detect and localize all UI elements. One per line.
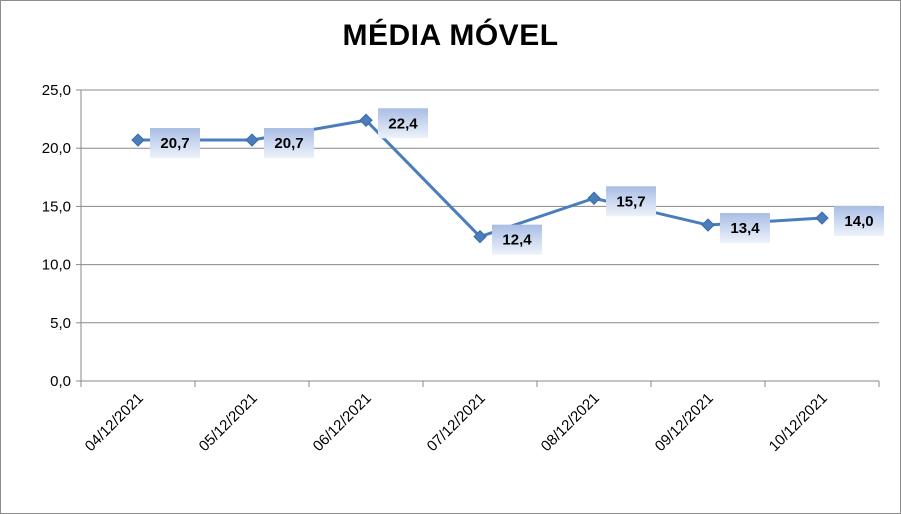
x-tick-label: 05/12/2021 bbox=[196, 390, 261, 455]
data-label-box bbox=[492, 224, 542, 255]
x-tick-label: 10/12/2021 bbox=[766, 390, 831, 455]
gridlines bbox=[81, 89, 879, 324]
data-label-box bbox=[606, 186, 656, 217]
y-tick-label: 10,0 bbox=[42, 257, 71, 274]
y-tick-label: 15,0 bbox=[42, 198, 71, 215]
data-label: 13,4 bbox=[730, 220, 760, 237]
chart-title: MÉDIA MÓVEL bbox=[342, 19, 559, 52]
x-axis-ticks: 04/12/2021 05/12/2021 06/12/2021 07/12/2021… bbox=[80, 381, 880, 455]
x-tick-label: 07/12/2021 bbox=[424, 390, 489, 455]
x-tick-label: 09/12/2021 bbox=[652, 390, 717, 455]
data-point-marker bbox=[131, 133, 145, 147]
data-label: 14,0 bbox=[844, 213, 873, 230]
y-tick-label: 25,0 bbox=[42, 82, 71, 99]
y-tick-label: 20,0 bbox=[42, 140, 71, 157]
data-label-box bbox=[720, 213, 770, 244]
y-tick-label: 5,0 bbox=[50, 315, 71, 332]
x-tick-label: 06/12/2021 bbox=[310, 390, 375, 455]
data-point-marker bbox=[701, 218, 715, 232]
x-tick-label: 04/12/2021 bbox=[82, 390, 147, 455]
data-point-marker bbox=[587, 191, 601, 205]
data-point-marker bbox=[245, 133, 259, 147]
data-label: 12,4 bbox=[502, 232, 532, 249]
y-axis-ticks: 0,0 5,0 10,0 15,0 20,0 25,0 bbox=[42, 82, 81, 390]
axes bbox=[80, 90, 879, 382]
y-tick-label: 0,0 bbox=[50, 373, 71, 390]
data-labels: 20,7 20,7 22,4 12,4 15,7 13,4 14,0 bbox=[150, 108, 884, 255]
data-point-marker bbox=[473, 229, 487, 244]
data-label-box bbox=[150, 128, 200, 159]
data-label-box bbox=[264, 128, 314, 159]
data-label: 22,4 bbox=[388, 115, 418, 132]
data-label-box bbox=[834, 206, 884, 237]
series-line-path bbox=[138, 118, 823, 239]
data-point-marker bbox=[815, 211, 829, 225]
data-label-box bbox=[378, 108, 428, 139]
data-label: 20,7 bbox=[160, 135, 189, 152]
series-line bbox=[131, 113, 829, 244]
x-tick-label: 08/12/2021 bbox=[538, 390, 603, 455]
data-label: 20,7 bbox=[274, 135, 303, 152]
data-point-marker bbox=[359, 113, 373, 127]
data-label: 15,7 bbox=[616, 193, 645, 210]
